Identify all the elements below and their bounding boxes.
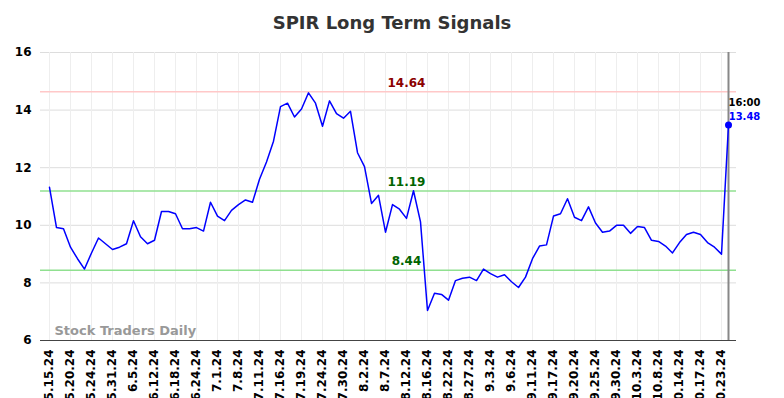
svg-text:7.16.24: 7.16.24 [273,350,287,398]
svg-text:10.23.24: 10.23.24 [714,350,728,398]
svg-text:7.24.24: 7.24.24 [315,350,329,398]
svg-text:16: 16 [15,45,32,59]
svg-text:9.6.24: 9.6.24 [504,350,518,393]
svg-text:8.27.24: 8.27.24 [462,350,476,398]
svg-text:8.2.24: 8.2.24 [357,350,371,393]
svg-text:8.7.24: 8.7.24 [378,350,392,393]
svg-text:10: 10 [15,218,32,232]
svg-text:9.17.24: 9.17.24 [546,350,560,398]
svg-text:12: 12 [15,161,32,175]
svg-text:10.14.24: 10.14.24 [672,350,686,398]
svg-text:6.18.24: 6.18.24 [168,350,182,398]
svg-text:6.5.24: 6.5.24 [126,350,140,393]
svg-text:5.15.24: 5.15.24 [42,350,56,398]
svg-text:10.3.24: 10.3.24 [630,350,644,398]
svg-text:8.12.24: 8.12.24 [399,350,413,398]
svg-text:Stock Traders Daily: Stock Traders Daily [55,323,197,338]
svg-text:9.11.24: 9.11.24 [525,350,539,398]
svg-text:14: 14 [15,103,32,117]
svg-text:7.8.24: 7.8.24 [231,350,245,393]
svg-text:11.19: 11.19 [388,175,426,189]
svg-text:10.17.24: 10.17.24 [693,350,707,398]
svg-text:6.12.24: 6.12.24 [147,350,161,398]
svg-text:6: 6 [23,333,31,347]
svg-text:5.20.24: 5.20.24 [63,350,77,398]
svg-text:8.16.24: 8.16.24 [420,350,434,398]
svg-text:7.19.24: 7.19.24 [294,350,308,398]
svg-text:14.64: 14.64 [388,76,426,90]
svg-text:9.20.24: 9.20.24 [567,350,581,398]
svg-text:7.1.24: 7.1.24 [210,350,224,393]
svg-text:5.24.24: 5.24.24 [84,350,98,398]
svg-text:16:00: 16:00 [729,97,761,108]
svg-text:7.11.24: 7.11.24 [252,350,266,398]
svg-text:10.8.24: 10.8.24 [651,350,665,398]
svg-text:8.22.24: 8.22.24 [441,350,455,398]
svg-text:13.48: 13.48 [729,111,761,122]
svg-text:6.24.24: 6.24.24 [189,350,203,398]
svg-text:7.30.24: 7.30.24 [336,350,350,398]
svg-text:5.31.24: 5.31.24 [105,350,119,398]
html-text:SPIR Long Term Signals: SPIR Long Term Signals [272,12,512,33]
svg-text:8: 8 [23,276,31,290]
svg-text:9.3.24: 9.3.24 [483,350,497,393]
svg-text:9.25.24: 9.25.24 [588,350,602,398]
svg-text:8.44: 8.44 [392,254,422,268]
svg-text:9.30.24: 9.30.24 [609,350,623,398]
